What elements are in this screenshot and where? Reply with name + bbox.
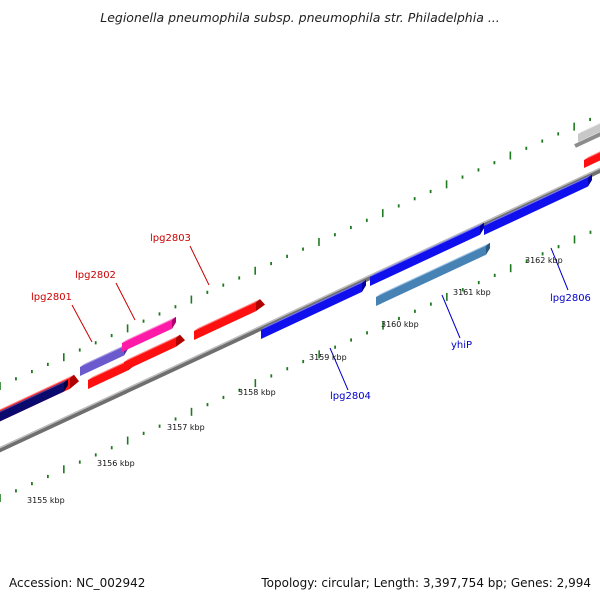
gene-forward-lpg2801-top: [88, 358, 132, 380]
gene-navy-top: [0, 379, 68, 413]
gene-forward-lpg2802-cap: [176, 334, 185, 347]
gene-reverse-lpg2806-face: [484, 177, 588, 235]
gene-purple-face: [80, 346, 124, 376]
leader-lpg2801: [71, 304, 93, 343]
gene-reverse-upper-face: [370, 225, 480, 286]
leader-lpg2803: [189, 245, 210, 286]
gene-forward-lpg2801-face: [88, 361, 128, 389]
ruler-label-3156: 3156 kbp: [97, 459, 135, 468]
accession-text: Accession: NC_002942: [9, 576, 146, 590]
gene-label-lpg2804[interactable]: lpg2804: [330, 391, 371, 402]
leader-lpg2806: [550, 247, 569, 291]
label-leaders: [71, 245, 569, 391]
leader-lpg2802: [115, 282, 136, 321]
gene-reverse-lpg2806-top: [484, 174, 592, 226]
gene-reverse-yhiP[interactable]: [376, 242, 490, 306]
topology-summary: Topology: circular; Length: 3,397,754 bp…: [261, 576, 591, 590]
gene-label-lpg2802[interactable]: lpg2802: [75, 270, 116, 281]
leader-yhiP: [441, 294, 461, 339]
ruler-label-3159: 3159 kbp: [309, 353, 347, 362]
gene-forward-lpg2802-face: [124, 337, 176, 371]
gene-forward-lpg2803-cap: [256, 299, 265, 312]
gene-reverse-upper[interactable]: [370, 222, 484, 286]
gene-magenta-face: [122, 319, 172, 352]
gene-reverse-upper-cap: [480, 222, 484, 235]
ruler-label-3162: 3162 kbp: [525, 256, 563, 265]
gene-reverse-lpg2804-cap: [362, 279, 366, 292]
sequence-backbone: [0, 132, 600, 453]
gene-label-lpg2806[interactable]: lpg2806: [550, 293, 591, 304]
ruler-label-3158: 3158 kbp: [238, 388, 276, 397]
gene-reverse-lpg2806-cap: [588, 174, 592, 187]
gene-labels: lpg2801 lpg2802 lpg2803 lpg2804 yhiP lpg…: [31, 233, 591, 402]
gene-label-lpg2803[interactable]: lpg2803: [150, 233, 191, 244]
gene-reverse-lpg2804-face: [261, 282, 362, 339]
gene-forward-left-cap: [70, 374, 79, 389]
gene-forward-lpg2803-face: [194, 302, 256, 340]
gene-navy[interactable]: [0, 379, 68, 426]
ruler-label-3157: 3157 kbp: [167, 423, 205, 432]
gene-forward-lpg2802-top: [124, 334, 180, 362]
gene-reverse-upper-top: [370, 222, 484, 277]
gene-reverse-lpg2806[interactable]: [484, 174, 592, 235]
ruler-label-3161: 3161 kbp: [453, 288, 491, 297]
gene-forward-left-top: [0, 374, 74, 411]
gene-magenta-top: [122, 316, 176, 343]
ruler-label-3160: 3160 kbp: [381, 320, 419, 329]
gene-forward-lpg2803[interactable]: [194, 299, 265, 340]
backbone-main: [0, 167, 600, 453]
gene-gray-top: [578, 122, 600, 134]
map-title: Legionella pneumophila subsp. pneumophil…: [100, 10, 500, 25]
gene-navy-cap: [64, 379, 68, 392]
gene-label-lpg2801[interactable]: lpg2801: [31, 292, 72, 303]
ruler-ticks: [0, 117, 592, 502]
gene-features: [0, 118, 600, 426]
gene-magenta[interactable]: [122, 316, 176, 352]
gene-reverse-yhiP-top: [376, 242, 490, 297]
gene-forward-right[interactable]: [584, 147, 600, 168]
gene-reverse-lpg2804-top: [261, 279, 366, 330]
gene-forward-lpg2802[interactable]: [124, 334, 185, 371]
gene-magenta-cap: [172, 316, 176, 329]
gene-reverse-yhiP-face: [376, 245, 486, 306]
gene-purple-top: [80, 343, 128, 367]
backbone-upper-segment: [574, 132, 600, 148]
gene-forward-lpg2803-top: [194, 299, 260, 331]
backbone-highlight: [0, 167, 600, 449]
gene-reverse-yhiP-cap: [486, 242, 490, 255]
leader-lpg2804: [329, 347, 349, 391]
gene-label-yhiP[interactable]: yhiP: [451, 340, 472, 351]
gene-reverse-lpg2804[interactable]: [261, 279, 366, 339]
gene-forward-right-top: [584, 151, 600, 160]
gene-gray[interactable]: [578, 118, 600, 142]
ruler-labels: 3155 kbp 3156 kbp 3157 kbp 3158 kbp 3159…: [27, 256, 563, 505]
gene-navy-face: [0, 382, 64, 422]
ruler-label-3155: 3155 kbp: [27, 496, 65, 505]
gene-forward-right-face: [584, 152, 600, 168]
gene-gray-face: [578, 123, 600, 142]
